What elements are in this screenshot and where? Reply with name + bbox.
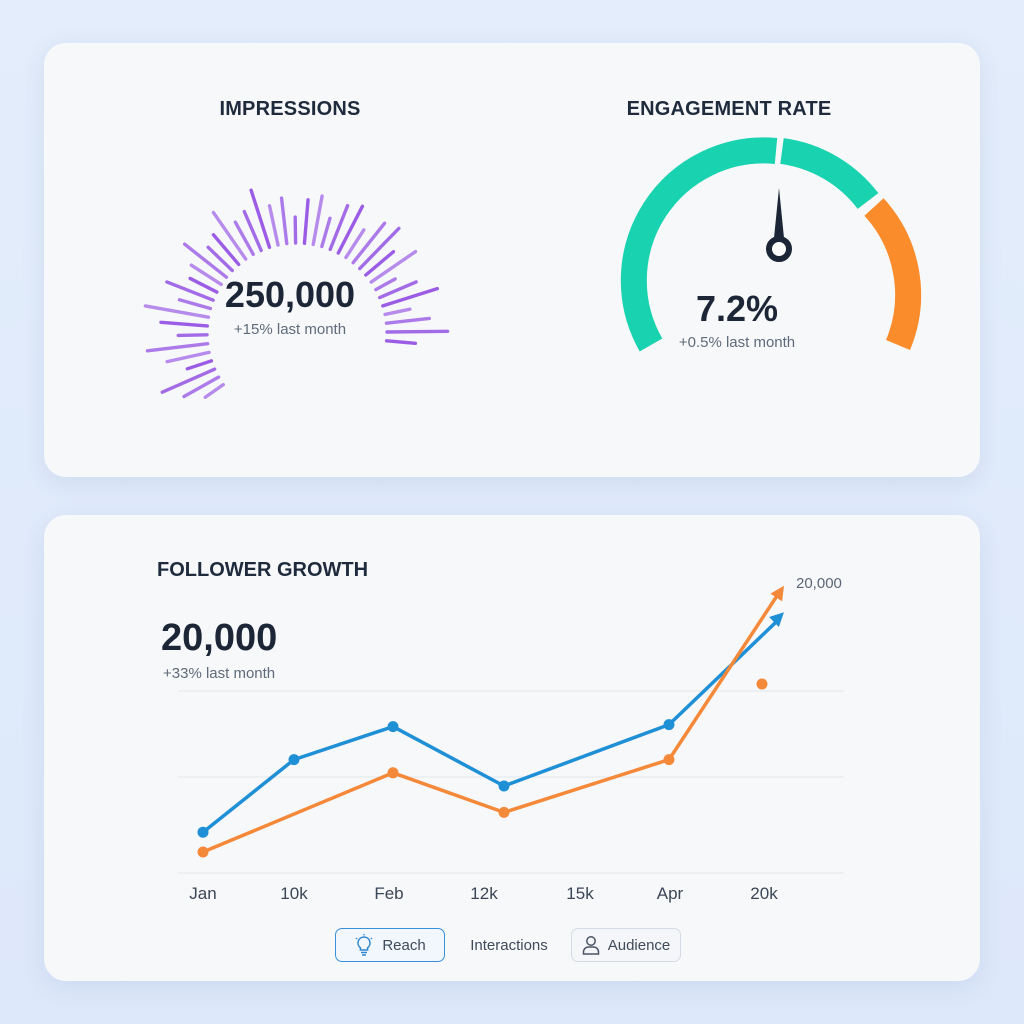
engagement-value: 7.2% — [695, 288, 779, 329]
x-tick-label: 20k — [750, 884, 778, 903]
legend-reach-button[interactable]: Reach — [335, 928, 445, 962]
impressions-bar — [188, 276, 219, 294]
impressions-bar — [358, 226, 401, 271]
impressions-bar — [143, 304, 211, 319]
engagement-title: ENGAGEMENT RATE — [626, 98, 832, 120]
gauge-arc-teal-left — [620, 137, 778, 352]
impressions-bar — [267, 204, 280, 247]
x-tick-label: 10k — [280, 884, 308, 903]
impressions-bar — [242, 209, 263, 253]
impressions-bar — [189, 263, 223, 287]
impressions-bar — [211, 210, 248, 261]
x-tick-label: 12k — [470, 884, 498, 903]
series-point-0 — [498, 780, 510, 792]
legend-interactions-button[interactable]: Interactions — [454, 928, 564, 962]
x-tick-label: Jan — [189, 884, 217, 903]
impressions-bar — [159, 320, 209, 328]
impressions-bar — [374, 277, 397, 292]
impressions-bar — [344, 228, 366, 260]
series-point-0 — [197, 826, 209, 838]
series-point-0 — [663, 719, 675, 731]
series-point-0 — [288, 754, 300, 766]
series-point-1 — [197, 846, 209, 858]
series-line-0 — [201, 617, 781, 834]
impressions-bar — [384, 316, 431, 325]
gauge-needle — [773, 188, 785, 248]
gauge-arc-teal-right — [779, 138, 879, 210]
series-line-1 — [202, 591, 781, 854]
impressions-bar — [176, 333, 209, 338]
impressions-bar — [351, 221, 387, 265]
impressions-bar — [311, 194, 324, 247]
impressions-bar — [320, 216, 332, 249]
impressions-bar — [249, 188, 272, 250]
impressions-bar — [211, 233, 241, 267]
x-tick-label: Apr — [656, 884, 684, 903]
follower-growth-line-chart — [178, 585, 844, 874]
gauges-card: IMPRESSIONS 250,000 +15% last month ENGA… — [44, 43, 980, 477]
impressions-title: IMPRESSIONS — [219, 98, 361, 120]
x-tick-label: 15k — [566, 884, 594, 903]
series-arrowhead-0 — [769, 612, 784, 627]
impressions-bar — [165, 350, 211, 364]
gauge-arc-orange — [864, 198, 922, 351]
series-point-1 — [387, 767, 399, 779]
legend-audience-button[interactable]: Audience — [571, 928, 681, 962]
lightbulb-icon — [355, 934, 373, 956]
series-point-1 — [663, 754, 675, 766]
follower-growth-value: 20,000 — [161, 617, 278, 659]
engagement-gauge — [620, 137, 922, 352]
impressions-bar — [279, 196, 289, 246]
series-point-1 — [498, 806, 510, 818]
impressions-bar — [233, 220, 255, 257]
engagement-change: +0.5% last month — [678, 334, 796, 351]
impressions-bar — [182, 375, 221, 399]
impressions-value: 250,000 — [224, 274, 356, 315]
impressions-bar — [378, 280, 418, 300]
impressions-bar — [206, 245, 234, 273]
line-end-label: 20,000 — [796, 575, 842, 592]
impressions-bar — [145, 341, 210, 353]
impressions-bar — [182, 242, 229, 279]
impressions-bar — [185, 359, 214, 371]
legend-reach-label: Reach — [382, 936, 426, 954]
series-point-0 — [387, 721, 399, 733]
impressions-bar — [328, 203, 350, 252]
impressions-bar — [160, 367, 217, 394]
impressions-bar — [203, 382, 225, 399]
impressions-bar — [177, 298, 213, 311]
impressions-radial-bars — [143, 188, 450, 399]
impressions-bar — [383, 307, 412, 317]
legend-audience-label: Audience — [607, 936, 671, 954]
impressions-bar — [369, 249, 418, 284]
impressions-bar — [385, 329, 450, 334]
follower-growth-title: FOLLOWER GROWTH — [157, 559, 369, 581]
impressions-bar — [302, 198, 310, 246]
user-icon — [582, 936, 599, 955]
legend-interactions-label: Interactions — [470, 936, 548, 954]
follower-growth-change: +33% last month — [163, 665, 276, 682]
impressions-bar — [165, 280, 215, 302]
gauge-needle-hub — [766, 236, 792, 262]
series-point-1 — [756, 678, 768, 690]
impressions-change: +15% last month — [233, 321, 347, 338]
impressions-bar — [364, 249, 396, 277]
follower-growth-card: FOLLOWER GROWTH 20,000 +33% last month 2… — [44, 515, 980, 981]
x-tick-label: Feb — [374, 884, 404, 903]
series-arrowhead-1 — [770, 585, 784, 602]
impressions-bar — [381, 286, 440, 308]
impressions-bar — [336, 204, 365, 255]
impressions-bar — [384, 339, 418, 346]
